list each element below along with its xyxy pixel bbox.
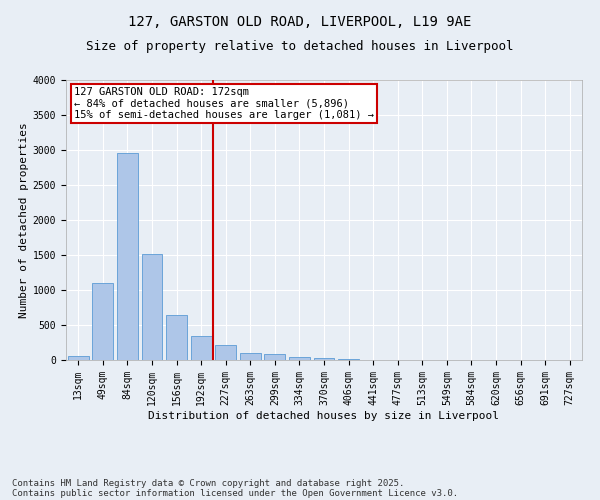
Bar: [191, 336, 212, 360]
X-axis label: Distribution of detached houses by size in Liverpool: Distribution of detached houses by size …: [149, 410, 499, 420]
Text: Contains HM Land Registry data © Crown copyright and database right 2025.: Contains HM Land Registry data © Crown c…: [12, 478, 404, 488]
Text: 127 GARSTON OLD ROAD: 172sqm
← 84% of detached houses are smaller (5,896)
15% of: 127 GARSTON OLD ROAD: 172sqm ← 84% of de…: [74, 87, 374, 120]
Bar: [265, 354, 286, 360]
Bar: [166, 314, 187, 360]
Bar: [117, 154, 138, 360]
Bar: [142, 254, 163, 360]
Text: Contains public sector information licensed under the Open Government Licence v3: Contains public sector information licen…: [12, 488, 458, 498]
Bar: [215, 345, 236, 360]
Bar: [92, 283, 113, 360]
Text: Size of property relative to detached houses in Liverpool: Size of property relative to detached ho…: [86, 40, 514, 53]
Text: 127, GARSTON OLD ROAD, LIVERPOOL, L19 9AE: 127, GARSTON OLD ROAD, LIVERPOOL, L19 9A…: [128, 15, 472, 29]
Bar: [289, 356, 310, 360]
Y-axis label: Number of detached properties: Number of detached properties: [19, 122, 29, 318]
Bar: [314, 358, 334, 360]
Bar: [68, 356, 89, 360]
Bar: [240, 354, 261, 360]
